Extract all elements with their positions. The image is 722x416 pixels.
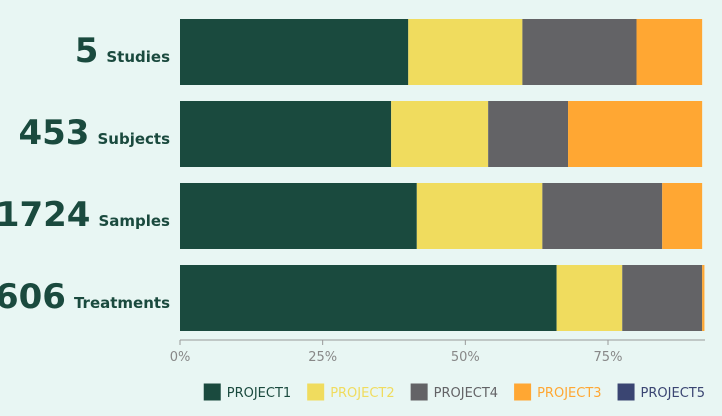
legend-swatch [203,383,221,401]
bar-segment-project1-studies[interactable] [180,19,409,85]
legend-swatch [514,383,532,401]
x-tick-label: 0% [170,350,191,365]
category-count: 5 [75,31,99,71]
legend-swatch [410,383,428,401]
x-tick-label: 75% [594,350,623,365]
bar-segment-project3-samples[interactable] [662,183,703,249]
category-count: 606 [0,277,66,317]
bar-segment-project1-samples[interactable] [180,183,417,249]
legend-item-project4[interactable]: PROJECT4 [410,383,498,402]
legend-item-project2[interactable]: PROJECT2 [307,383,395,402]
category-name: Studies [106,48,170,66]
x-tick-label: 25% [308,350,337,365]
category-label-treatments: 606 Treatments [0,277,170,317]
bar-segment-project3-studies[interactable] [636,19,703,85]
bar-segment-project4-samples[interactable] [542,183,663,249]
bar-segment-project3-treatments[interactable] [702,265,705,331]
legend-label: PROJECT4 [434,386,498,401]
x-tick-label: 50% [451,350,480,365]
legend-swatch [307,383,325,401]
x-axis: 0% 25% 50% 75% [170,339,705,365]
bars-layer [180,19,705,331]
category-name: Samples [98,212,170,230]
bar-segment-project4-subjects[interactable] [488,101,569,167]
category-labels: 5 Studies 453 Subjects 1724 Samples 606 Treatme… [0,31,170,317]
legend[interactable]: PROJECT1 PROJECT2 PROJECT4 PROJECT3 PROJECT5 [203,383,705,402]
bar-segment-project4-treatments[interactable] [622,265,703,331]
legend-swatch [617,383,635,401]
bar-segment-project2-studies[interactable] [408,19,523,85]
legend-item-project5[interactable]: PROJECT5 [617,383,705,402]
bar-segment-project2-treatments[interactable] [556,265,623,331]
category-label-subjects: 453 Subjects [18,113,170,153]
legend-label: PROJECT1 [227,386,291,401]
legend-item-project3[interactable]: PROJECT3 [514,383,602,402]
legend-label: PROJECT3 [537,386,601,401]
category-label-studies: 5 Studies [75,31,170,71]
bar-segment-project2-subjects[interactable] [391,101,489,167]
category-name: Subjects [97,130,170,148]
bar-segment-project1-subjects[interactable] [180,101,392,167]
category-name: Treatments [74,294,170,312]
legend-label: PROJECT5 [641,386,705,401]
category-label-samples: 1724 Samples [0,195,170,235]
bar-segment-project3-subjects[interactable] [568,101,703,167]
legend-item-project1[interactable]: PROJECT1 [203,383,291,402]
bar-segment-project4-studies[interactable] [522,19,637,85]
category-count: 1724 [0,195,90,235]
category-count: 453 [18,113,89,153]
legend-label: PROJECT2 [330,386,394,401]
bar-segment-project1-treatments[interactable] [180,265,557,331]
bar-segment-project2-samples[interactable] [416,183,543,249]
